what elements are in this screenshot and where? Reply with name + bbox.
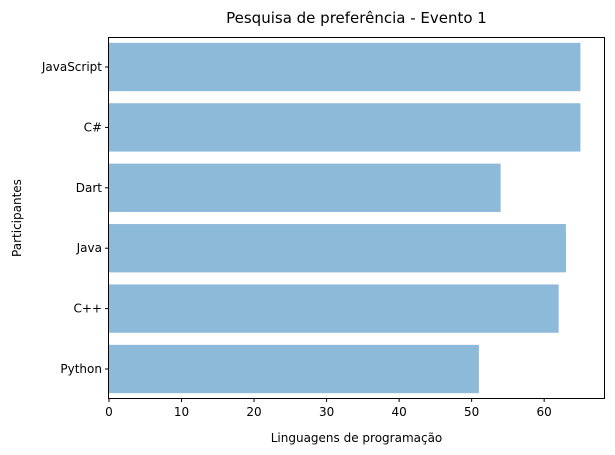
- bar-javascript: [109, 42, 581, 92]
- y-axis-label: Participantes: [10, 179, 24, 257]
- x-axis-ticks: 0 10 20 30 40 50 60: [105, 398, 552, 419]
- bar-java: [109, 224, 566, 273]
- bars-group: [109, 42, 581, 394]
- x-tick-label: 10: [174, 405, 189, 419]
- y-axis-ticks: Python C++ Java Dart C# JavaScript: [41, 60, 109, 376]
- x-tick-label: 0: [105, 405, 113, 419]
- chart-title: Pesquisa de preferência - Evento 1: [226, 9, 487, 27]
- y-tick-label: Python: [60, 362, 102, 376]
- x-axis-label: Linguagens de programação: [271, 431, 443, 445]
- y-tick-label: Dart: [76, 181, 103, 195]
- y-tick-label: C++: [74, 302, 103, 316]
- x-tick-label: 30: [319, 405, 334, 419]
- y-tick-label: C#: [84, 120, 102, 134]
- x-tick-label: 60: [537, 405, 552, 419]
- y-tick-label: JavaScript: [41, 60, 102, 74]
- y-tick-label: Java: [76, 241, 102, 255]
- bar-dart: [109, 163, 501, 212]
- x-tick-label: 50: [464, 405, 479, 419]
- bar-python: [109, 344, 479, 394]
- bar-c-: [109, 284, 559, 333]
- plot-frame: [108, 37, 605, 399]
- x-tick-label: 20: [246, 405, 261, 419]
- bar-c-: [109, 103, 581, 152]
- x-tick-label: 40: [391, 405, 406, 419]
